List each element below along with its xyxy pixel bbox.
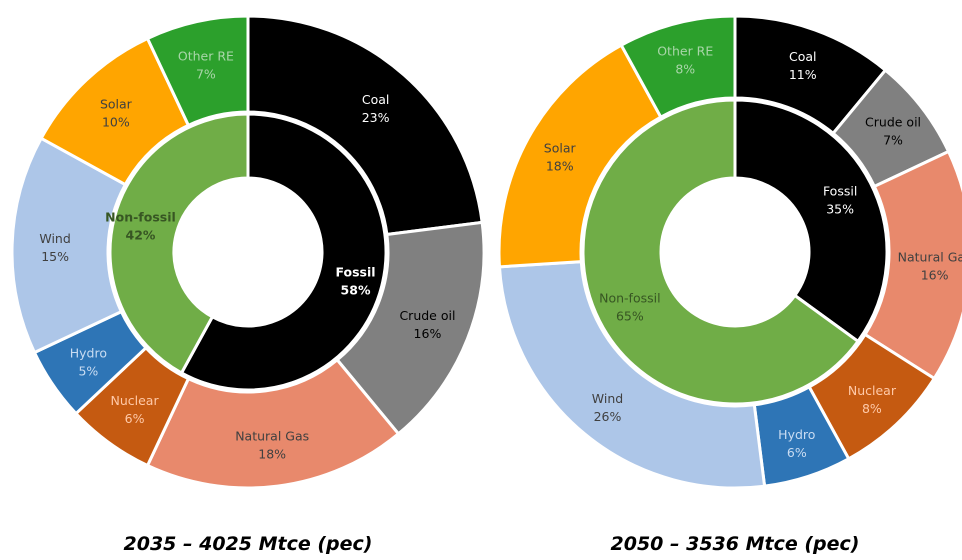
outer-value-natural-gas-2050: 16%: [921, 268, 949, 283]
outer-name-nuclear-2035: Nuclear: [111, 393, 160, 408]
outer-value-coal-2050: 11%: [789, 67, 817, 82]
outer-value-wind-2035: 15%: [41, 249, 69, 264]
outer-name-solar-2050: Solar: [544, 141, 577, 156]
inner-slice-non-fossil-2035: [108, 112, 250, 375]
outer-slice-other-re-2050: [619, 14, 737, 120]
outer-label-crude-oil-2035: Crude oil 16%: [399, 308, 455, 341]
outer-name-coal-2050: Coal: [789, 49, 817, 64]
inner-value-fossil-2050: 35%: [826, 201, 854, 216]
outer-value-solar-2050: 18%: [546, 159, 574, 174]
outer-name-natural-gas-2035: Natural Gas: [235, 428, 309, 443]
outer-value-other-re-2035: 7%: [196, 67, 216, 82]
outer-value-hydro-2035: 5%: [78, 363, 98, 378]
outer-label-crude-oil-2050: Crude oil 7%: [865, 114, 921, 147]
outer-value-hydro-2050: 6%: [787, 445, 807, 460]
inner-label-non-fossil-2050: Non-fossil 65%: [599, 291, 660, 324]
outer-value-crude-oil-2035: 16%: [414, 326, 442, 341]
donut-chart-2050: Coal 11% Crude oil 7% Natural Gas 16% Nuclear 8…: [497, 14, 962, 490]
outer-value-solar-2035: 10%: [102, 114, 130, 129]
outer-name-other-re-2035: Other RE: [178, 49, 234, 64]
inner-label-non-fossil-2035: Non-fossil 42%: [105, 209, 176, 242]
inner-label-fossil-2035: Fossil 58%: [335, 265, 375, 298]
outer-label-hydro-2035: Hydro 5%: [70, 345, 107, 378]
outer-name-crude-oil-2035: Crude oil: [399, 308, 455, 323]
outer-name-nuclear-2050: Nuclear: [848, 383, 897, 398]
outer-label-natural-gas-2050: Natural Gas 16%: [898, 250, 962, 283]
inner-name-non-fossil-2035: Non-fossil: [105, 209, 176, 224]
inner-name-fossil-2035: Fossil: [335, 265, 375, 280]
outer-label-coal-2050: Coal 11%: [789, 49, 817, 82]
outer-value-crude-oil-2050: 7%: [883, 132, 903, 147]
outer-name-other-re-2050: Other RE: [657, 43, 713, 58]
outer-value-wind-2050: 26%: [594, 409, 622, 424]
outer-label-coal-2035: Coal 23%: [362, 92, 390, 125]
outer-label-hydro-2050: Hydro 6%: [778, 427, 815, 460]
outer-slice-other-re-2035: [145, 14, 250, 128]
outer-value-coal-2035: 23%: [362, 110, 390, 125]
outer-value-nuclear-2035: 6%: [125, 411, 145, 426]
outer-slice-coal-2035: [246, 14, 484, 237]
outer-value-natural-gas-2035: 18%: [258, 446, 286, 461]
outer-label-nuclear-2035: Nuclear 6%: [111, 393, 160, 426]
donut-chart-2035: Coal 23% Crude oil 16% Natural Gas 18% Nuclear…: [10, 14, 486, 490]
inner-slice-fossil-2035: [179, 112, 388, 392]
inner-slice-fossil-2050: [733, 98, 889, 344]
inner-value-fossil-2035: 58%: [341, 283, 371, 298]
outer-label-wind-2050: Wind 26%: [592, 391, 623, 424]
outer-name-hydro-2035: Hydro: [70, 345, 107, 360]
outer-value-other-re-2050: 8%: [675, 61, 695, 76]
outer-name-coal-2035: Coal: [362, 92, 390, 107]
inner-label-fossil-2050: Fossil 35%: [823, 183, 857, 216]
chart-caption-2050: 2050 – 3536 Mtce (pec): [611, 533, 860, 555]
inner-value-non-fossil-2050: 65%: [616, 309, 644, 324]
inner-value-non-fossil-2035: 42%: [126, 227, 156, 242]
chart-caption-2035: 2035 – 4025 Mtce (pec): [124, 533, 373, 555]
outer-label-solar-2035: Solar 10%: [100, 96, 133, 129]
outer-label-solar-2050: Solar 18%: [544, 141, 577, 174]
outer-name-solar-2035: Solar: [100, 96, 133, 111]
outer-name-natural-gas-2050: Natural Gas: [898, 250, 962, 265]
outer-slice-wind-2050: [497, 260, 767, 490]
outer-name-hydro-2050: Hydro: [778, 427, 815, 442]
outer-name-wind-2035: Wind: [39, 231, 70, 246]
outer-label-nuclear-2050: Nuclear 8%: [848, 383, 897, 416]
outer-name-crude-oil-2050: Crude oil: [865, 114, 921, 129]
inner-name-fossil-2050: Fossil: [823, 183, 857, 198]
inner-name-non-fossil-2050: Non-fossil: [599, 291, 660, 306]
outer-label-other-re-2050: Other RE 8%: [657, 43, 713, 76]
outer-label-natural-gas-2035: Natural Gas 18%: [235, 428, 309, 461]
outer-label-other-re-2035: Other RE 7%: [178, 49, 234, 82]
outer-name-wind-2050: Wind: [592, 391, 623, 406]
outer-value-nuclear-2050: 8%: [862, 401, 882, 416]
outer-label-wind-2035: Wind 15%: [39, 231, 70, 264]
inner-slice-non-fossil-2050: [581, 98, 861, 406]
